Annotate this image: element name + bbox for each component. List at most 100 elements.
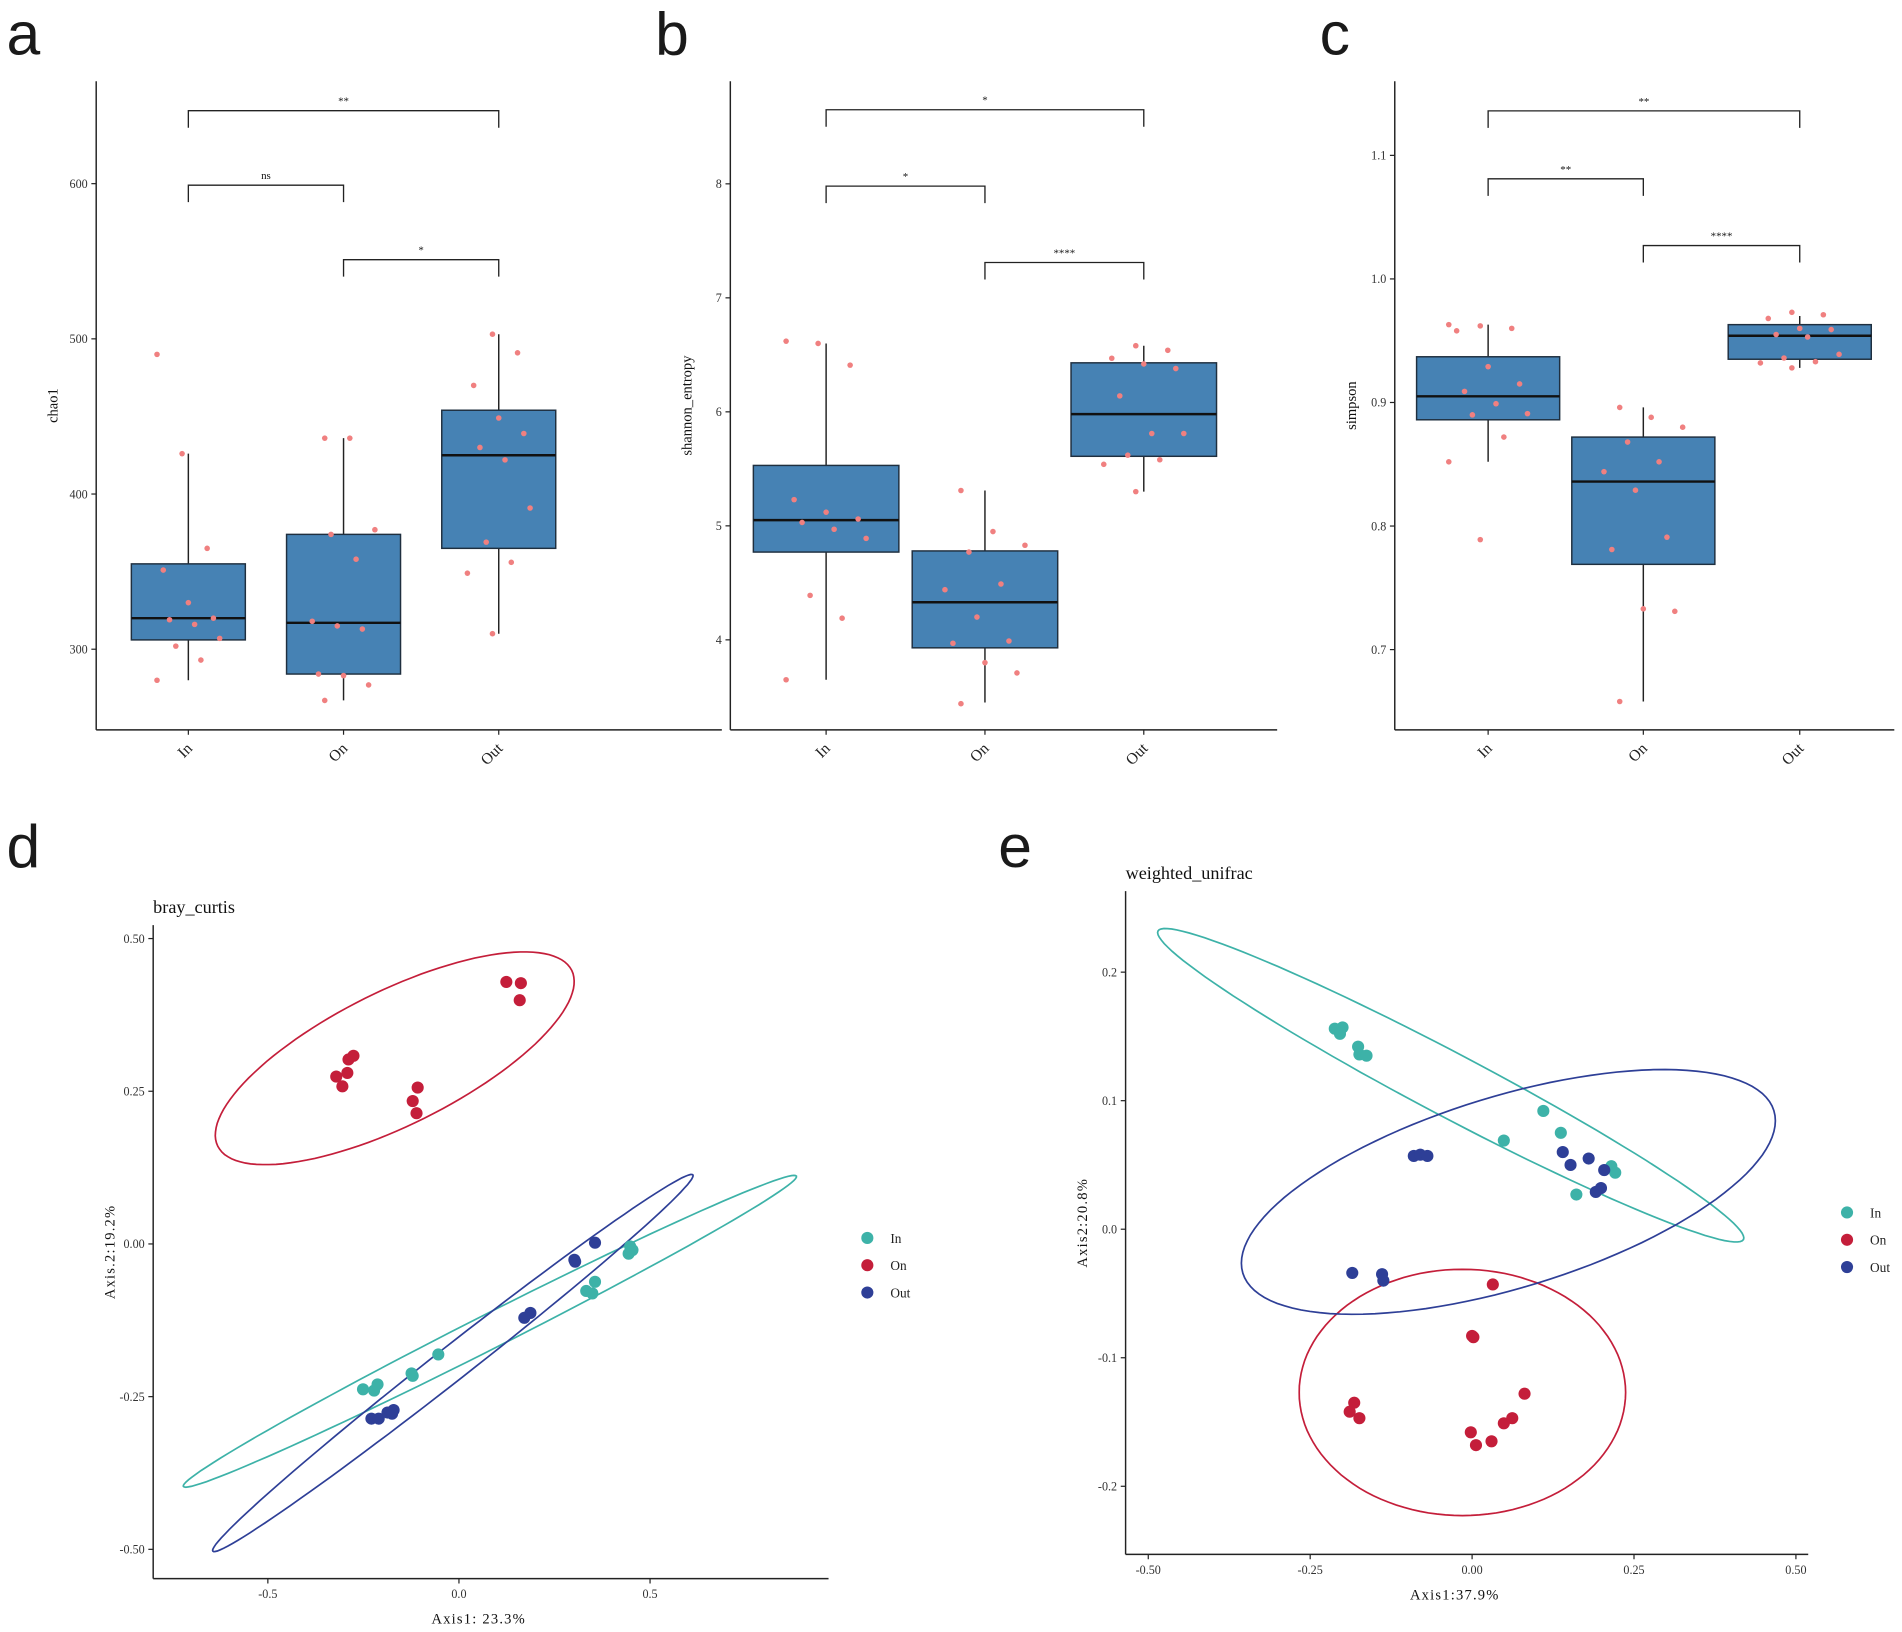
- data-point-in: [1554, 1126, 1567, 1139]
- x-tick-label-on: On: [1625, 740, 1651, 766]
- data-point: [489, 630, 496, 637]
- significance-label: *: [418, 245, 423, 257]
- data-point: [815, 340, 821, 347]
- data-point-in: [356, 1383, 370, 1396]
- x-tick-label-out: Out: [1123, 740, 1152, 769]
- y-tick-label: -0.25: [119, 1390, 144, 1404]
- data-point-on: [410, 1107, 423, 1120]
- panel-d: d 0.50 0.25 0.00 -0.25 -0.50 bray_curtis Axis.2…: [6, 812, 910, 1628]
- significance-label: ****: [1053, 247, 1075, 259]
- data-point-on: [406, 1094, 419, 1108]
- data-point: [1477, 323, 1484, 329]
- data-point-out: [569, 1255, 582, 1268]
- data-point: [1148, 430, 1155, 437]
- y-tick-label: 0.7: [1371, 643, 1386, 657]
- data-point-in: [1497, 1134, 1510, 1147]
- data-point: [1116, 393, 1123, 399]
- data-point: [1157, 456, 1163, 463]
- significance-bracket: [984, 261, 1145, 280]
- significance-bracket: [1487, 110, 1801, 128]
- data-point: [1804, 334, 1811, 340]
- panel-label: d: [6, 812, 40, 880]
- box-out: [1070, 362, 1218, 458]
- y-tick-label: 500: [70, 332, 88, 346]
- data-point: [807, 592, 813, 599]
- data-point: [1508, 325, 1515, 332]
- data-point: [160, 567, 167, 573]
- data-point-in: [622, 1247, 635, 1260]
- legend-label-in: In: [1870, 1205, 1881, 1220]
- data-point: [508, 559, 515, 566]
- confidence-ellipse-in: [182, 1174, 798, 1489]
- data-point: [1006, 638, 1012, 644]
- x-tick-label: 0.00: [1461, 1563, 1482, 1577]
- data-point: [839, 615, 845, 621]
- data-point: [1664, 534, 1670, 540]
- confidence-ellipse-out: [1240, 1068, 1777, 1316]
- data-point-in: [1537, 1104, 1550, 1118]
- data-point: [1501, 434, 1507, 440]
- box-on: [1571, 436, 1716, 566]
- data-point: [470, 382, 477, 389]
- data-point: [1672, 608, 1678, 615]
- significance-bracket: [825, 185, 986, 204]
- data-point: [185, 599, 192, 606]
- data-point-out: [1598, 1164, 1611, 1177]
- data-point: [464, 570, 471, 576]
- data-point-out: [1556, 1146, 1569, 1159]
- y-axis-label: Axis2:20.8%: [1075, 1178, 1091, 1268]
- data-point-on: [411, 1081, 424, 1094]
- data-point: [1477, 536, 1484, 543]
- data-point-in: [588, 1275, 602, 1288]
- data-point-on: [1506, 1412, 1519, 1425]
- data-point: [347, 435, 353, 441]
- data-point: [495, 415, 502, 421]
- data-point: [309, 618, 315, 625]
- data-point: [847, 362, 853, 368]
- data-point: [1140, 361, 1147, 367]
- x-tick-label-out: Out: [478, 740, 507, 769]
- data-point-in: [1570, 1188, 1583, 1201]
- data-point-out: [1346, 1266, 1359, 1279]
- data-point: [863, 535, 869, 542]
- y-tick-label: 0.8: [1371, 519, 1386, 533]
- y-tick-label: 5: [716, 519, 722, 533]
- data-point: [823, 509, 829, 515]
- data-point: [1601, 468, 1607, 475]
- data-point-on: [1343, 1405, 1356, 1418]
- data-point: [154, 677, 160, 684]
- significance-label: *: [982, 95, 987, 107]
- data-point: [958, 700, 964, 707]
- chart-title: weighted_unifrac: [1126, 863, 1253, 883]
- data-point: [1616, 404, 1623, 411]
- data-point: [958, 487, 964, 494]
- significance-bracket: [187, 184, 345, 203]
- data-point-out: [518, 1311, 531, 1324]
- data-point: [365, 682, 372, 688]
- data-point: [1485, 363, 1491, 370]
- y-tick-label: -0.50: [119, 1543, 144, 1557]
- data-point: [502, 457, 508, 463]
- data-point: [1469, 412, 1476, 418]
- data-point: [372, 526, 378, 533]
- data-point: [966, 549, 972, 555]
- data-point: [216, 635, 223, 642]
- data-point: [359, 626, 366, 632]
- y-tick-label: 1.0: [1371, 272, 1386, 286]
- legend-label-out: Out: [890, 1285, 910, 1300]
- x-tick-label: 0.25: [1623, 1563, 1644, 1577]
- confidence-ellipse-in: [1156, 927, 1745, 1243]
- data-point-out: [386, 1407, 399, 1420]
- data-point-in: [1333, 1027, 1347, 1040]
- data-point-on: [1518, 1387, 1531, 1400]
- x-tick-label: -0.25: [1298, 1563, 1323, 1577]
- significance-label: **: [1560, 164, 1571, 176]
- data-point-on: [1467, 1331, 1480, 1344]
- data-point: [1616, 698, 1623, 705]
- significance-bracket: [1487, 178, 1644, 196]
- data-point: [514, 350, 521, 356]
- significance-label: **: [1638, 96, 1649, 108]
- data-point: [527, 505, 533, 511]
- legend-marker-on: [1840, 1233, 1854, 1246]
